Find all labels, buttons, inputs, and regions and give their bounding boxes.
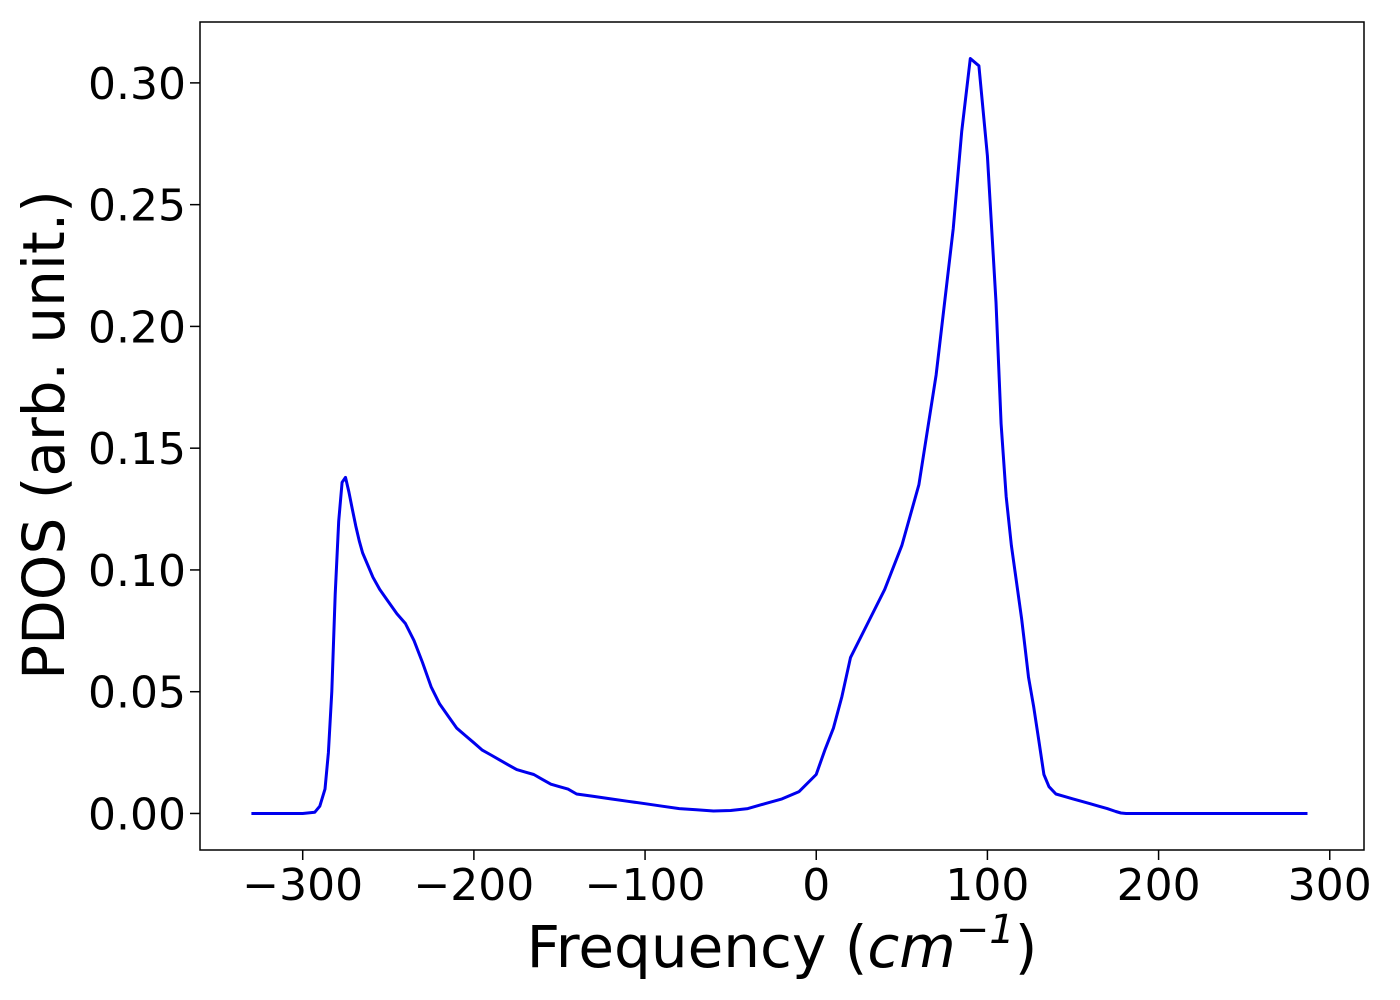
x-axis-label: Frequency (cm−1) [527,907,1038,981]
x-tick-label: 200 [1117,860,1201,911]
x-axis-label-end: ) [1015,913,1038,981]
x-tick-label: 100 [945,860,1029,911]
x-axis-label-main: Frequency ( [527,913,868,981]
x-ticks: −300 −200 −100 0 100 200 300 [242,850,1372,911]
x-tick-label: −200 [413,860,534,911]
x-tick-label: −300 [242,860,363,911]
y-axis-label: PDOS (arb. unit.) [10,190,78,680]
y-tick-label: 0.25 [88,181,186,232]
x-axis-label-var: cm [867,913,955,981]
y-tick-label: 0.10 [88,546,186,597]
y-tick-label: 0.30 [88,59,186,110]
x-tick-label: 0 [802,860,830,911]
x-tick-label: −100 [585,860,706,911]
x-tick-label: 300 [1288,860,1372,911]
y-tick-label: 0.15 [88,424,186,475]
series-line [251,57,1308,815]
y-ticks: 0.00 0.05 0.10 0.15 0.20 0.25 0.30 [88,59,200,840]
plot-frame [199,21,1365,851]
y-tick-label: 0.20 [88,302,186,353]
y-tick-label: 0.05 [88,668,186,719]
y-tick-label: 0.00 [88,789,186,840]
x-axis-label-sup: −1 [956,907,1015,953]
